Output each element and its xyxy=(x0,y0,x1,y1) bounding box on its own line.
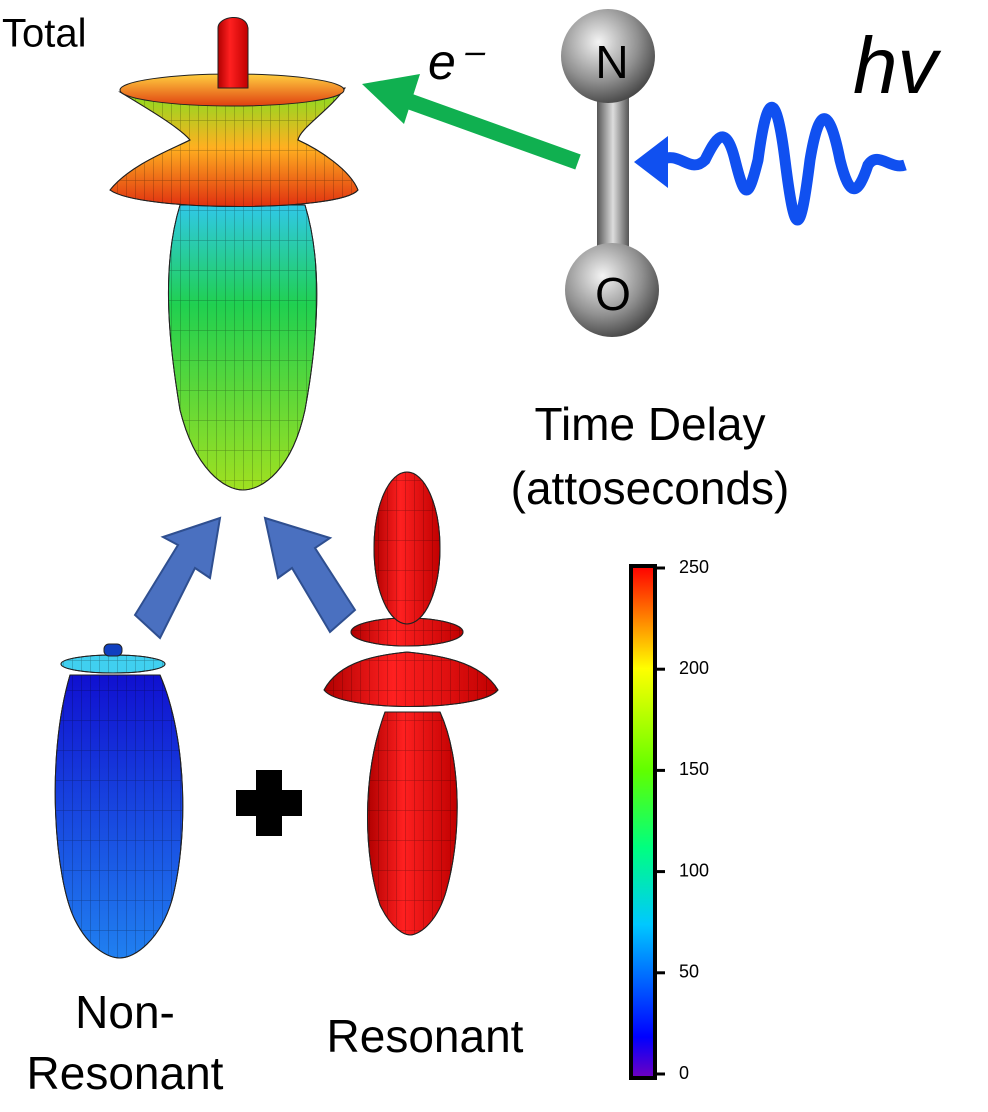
sum-arrows xyxy=(133,516,357,640)
resonant-label: Resonant xyxy=(327,1010,524,1062)
colorbar-tick-label: 0 xyxy=(679,1063,689,1083)
non-resonant-label: Non- xyxy=(75,986,175,1038)
total-label: Total xyxy=(2,12,87,56)
photon-label: hv xyxy=(853,21,941,110)
colorbar-tick-label: 250 xyxy=(679,557,709,577)
colorbar-tick-label: 200 xyxy=(679,658,709,678)
resonant-shape xyxy=(323,471,499,936)
colorbar xyxy=(629,564,657,1080)
electron-arrow xyxy=(362,74,581,170)
colorbar-tick-label: 50 xyxy=(679,962,699,982)
nitrogen-label: N xyxy=(595,36,628,88)
photon-arrowhead xyxy=(634,136,668,188)
non-resonant-shape xyxy=(54,643,184,959)
total-shape xyxy=(109,17,359,491)
photon-wave xyxy=(657,101,907,226)
electron-label: e⁻ xyxy=(428,34,486,90)
delay-unit: (attoseconds) xyxy=(511,462,790,514)
molecule xyxy=(561,9,659,337)
delay-title: Time Delay xyxy=(535,398,766,450)
colorbar-tick-label: 150 xyxy=(679,759,709,779)
colorbar-tick-label: 100 xyxy=(679,860,709,880)
non-resonant-label: Resonant xyxy=(27,1047,224,1099)
plus-sign xyxy=(236,770,302,836)
oxygen-label: O xyxy=(595,268,631,320)
